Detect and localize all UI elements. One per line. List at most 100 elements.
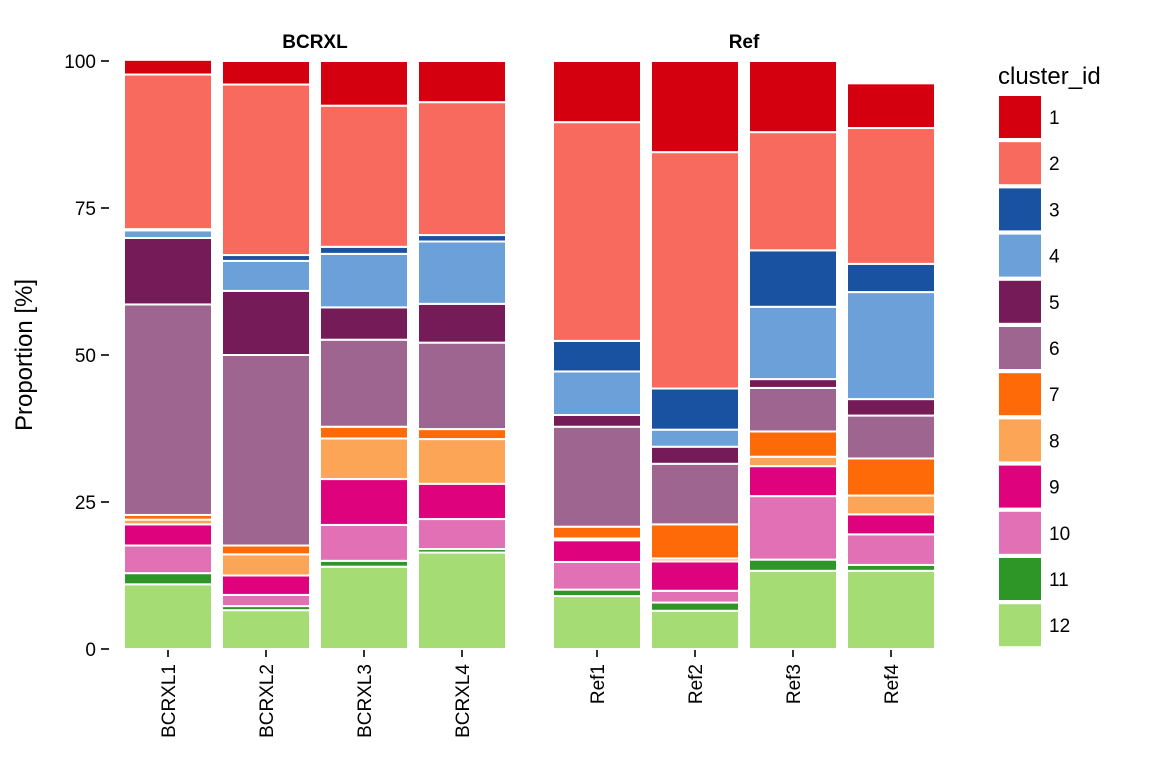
bar-segment-Ref3-cluster-4 — [748, 305, 838, 381]
bar-segment-BCRXL1-cluster-1 — [123, 58, 213, 76]
legend-item-10: 10 — [999, 511, 1070, 554]
y-tick-label-75: 75 — [75, 199, 96, 220]
y-axis: 0 25 50 75 100 — [64, 52, 109, 661]
bar-segment-BCRXL2-cluster-2 — [221, 83, 311, 257]
bar-segment-Ref4-cluster-2 — [846, 127, 936, 265]
legend-item-3: 3 — [999, 188, 1060, 231]
y-tick-label-50: 50 — [75, 346, 96, 367]
bar-segment-BCRXL4-cluster-5 — [417, 302, 507, 344]
legend-label: 6 — [1049, 339, 1060, 360]
panel-Ref: Ref Ref1 Ref2 Ref3 Ref4 — [552, 32, 936, 705]
legend-item-12: 12 — [999, 604, 1070, 647]
legend-label: 9 — [1049, 478, 1060, 499]
bar-segment-BCRXL4-cluster-10 — [417, 518, 507, 551]
bar-segment-Ref4-cluster-6 — [846, 414, 936, 460]
legend-item-8: 8 — [999, 419, 1060, 462]
legend-swatch — [999, 142, 1041, 185]
bar-segment-BCRXL3-cluster-2 — [319, 104, 409, 248]
bar-segment-BCRXL3-cluster-5 — [319, 306, 409, 341]
x-tick-label-Ref4: Ref4 — [882, 664, 903, 705]
bar-segment-Ref1-cluster-7 — [552, 525, 642, 540]
x-tick-label-BCRXL1: BCRXL1 — [159, 664, 180, 738]
bar-segment-Ref1-cluster-6 — [552, 425, 642, 528]
bar-segment-Ref3-cluster-8 — [748, 455, 838, 468]
bar-segment-BCRXL1-cluster-9 — [123, 523, 213, 547]
legend-label: 2 — [1049, 154, 1060, 175]
legend-label: 4 — [1049, 247, 1060, 268]
bar-segment-BCRXL4-cluster-1 — [417, 60, 507, 104]
bar-segment-Ref2-cluster-5 — [650, 445, 740, 465]
bar-segment-Ref3-cluster-11 — [748, 558, 838, 572]
bar-BCRXL4 — [417, 60, 507, 650]
legend-swatch — [999, 373, 1041, 416]
x-tick-label-BCRXL4: BCRXL4 — [453, 664, 474, 738]
bar-segment-BCRXL1-cluster-11 — [123, 572, 213, 586]
legend-label: 10 — [1049, 524, 1070, 545]
legend-title: cluster_id — [998, 63, 1101, 90]
bar-segment-BCRXL2-cluster-8 — [221, 553, 311, 577]
y-tick-label-0: 0 — [85, 640, 96, 661]
legend-swatch — [999, 96, 1041, 138]
panel-BCRXL: BCRXL BCRXL1 BCRXL2 BCRXL3 BCRXL4 — [123, 32, 507, 738]
legend-swatch — [999, 558, 1041, 600]
legend-label: 12 — [1049, 616, 1070, 637]
bar-segment-Ref1-cluster-4 — [552, 370, 642, 416]
bar-segment-BCRXL3-cluster-12 — [319, 565, 409, 650]
legend-item-5: 5 — [999, 280, 1060, 323]
legend-item-1: 1 — [999, 96, 1060, 138]
bar-BCRXL1 — [123, 58, 213, 651]
panel-title: BCRXL — [282, 32, 348, 53]
bar-segment-BCRXL3-cluster-7 — [319, 425, 409, 440]
bar-segment-Ref3-cluster-12 — [748, 569, 838, 651]
bar-segment-Ref3-cluster-1 — [748, 60, 838, 134]
x-tick-label-Ref1: Ref1 — [588, 664, 609, 704]
bar-Ref4 — [846, 82, 936, 651]
bar-segment-BCRXL1-cluster-5 — [123, 236, 213, 306]
bar-segment-BCRXL2-cluster-7 — [221, 544, 311, 556]
bar-segment-Ref1-cluster-10 — [552, 560, 642, 591]
legend-label: 1 — [1049, 108, 1060, 129]
bar-segment-Ref4-cluster-4 — [846, 291, 936, 401]
bar-segment-BCRXL3-cluster-10 — [319, 523, 409, 562]
bar-segment-BCRXL1-cluster-12 — [123, 583, 213, 651]
bar-segment-Ref3-cluster-3 — [748, 249, 838, 308]
legend-item-7: 7 — [999, 373, 1060, 416]
bar-segment-Ref2-cluster-10 — [650, 589, 740, 604]
legend-label: 3 — [1049, 200, 1060, 221]
bar-segment-Ref1-cluster-1 — [552, 60, 642, 124]
legend-swatch — [999, 465, 1041, 508]
bar-segment-Ref2-cluster-4 — [650, 428, 740, 448]
bar-segment-Ref4-cluster-7 — [846, 457, 936, 497]
bar-segment-Ref2-cluster-12 — [650, 609, 740, 651]
legend-item-2: 2 — [999, 142, 1060, 185]
legend-item-11: 11 — [999, 558, 1069, 600]
panel-title: Ref — [729, 32, 760, 53]
bar-segment-Ref2-cluster-11 — [650, 601, 740, 612]
legend-label: 7 — [1049, 385, 1060, 406]
bar-segment-BCRXL3-cluster-6 — [319, 338, 409, 428]
bar-BCRXL2 — [221, 60, 311, 651]
bar-segment-BCRXL4-cluster-6 — [417, 341, 507, 431]
bar-segment-BCRXL2-cluster-4 — [221, 259, 311, 292]
legend-swatch — [999, 280, 1041, 323]
bar-segment-BCRXL4-cluster-12 — [417, 551, 507, 650]
facet-panels: BCRXL BCRXL1 BCRXL2 BCRXL3 BCRXL4 Ref Ref1 Ref2… — [123, 32, 936, 738]
legend-label: 5 — [1049, 293, 1060, 314]
legend-swatch — [999, 604, 1041, 647]
bar-segment-BCRXL2-cluster-12 — [221, 609, 311, 651]
x-tick-label-Ref2: Ref2 — [686, 664, 707, 704]
bar-segment-BCRXL2-cluster-5 — [221, 289, 311, 356]
bar-segment-BCRXL1-cluster-2 — [123, 73, 213, 231]
legend-label: 11 — [1049, 570, 1069, 591]
bar-segment-Ref4-cluster-1 — [846, 82, 936, 130]
bar-segment-Ref1-cluster-5 — [552, 413, 642, 428]
legend-swatch — [999, 234, 1041, 277]
bar-Ref2 — [650, 60, 740, 651]
legend-item-4: 4 — [999, 234, 1060, 277]
bar-segment-Ref4-cluster-5 — [846, 398, 936, 417]
bar-segment-Ref1-cluster-9 — [552, 539, 642, 563]
bar-segment-Ref4-cluster-12 — [846, 569, 936, 651]
bar-segment-BCRXL4-cluster-8 — [417, 438, 507, 485]
